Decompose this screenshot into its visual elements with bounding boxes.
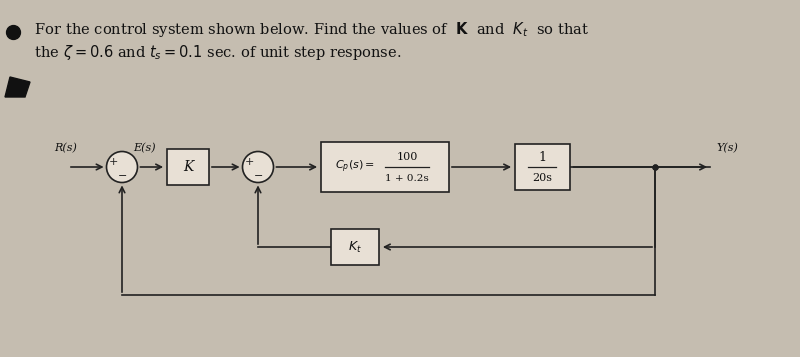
Circle shape — [106, 151, 138, 182]
Text: R(s): R(s) — [54, 143, 78, 153]
Bar — [331, 229, 379, 265]
Text: −: − — [118, 171, 128, 181]
Text: $C_p(s)=$: $C_p(s)=$ — [335, 159, 375, 175]
Text: E(s): E(s) — [133, 143, 155, 153]
Text: For the control system shown below. Find the values of  $\mathbf{K}$  and  $K_t$: For the control system shown below. Find… — [30, 20, 589, 39]
Text: the $\zeta = 0.6$ and $t_s = 0.1$ sec. of unit step response.: the $\zeta = 0.6$ and $t_s = 0.1$ sec. o… — [30, 42, 402, 61]
Polygon shape — [5, 77, 30, 97]
Text: 1 + 0.2s: 1 + 0.2s — [385, 174, 429, 182]
Circle shape — [242, 151, 274, 182]
Text: 100: 100 — [396, 152, 418, 162]
Text: $K_t$: $K_t$ — [348, 240, 362, 255]
Text: Y(s): Y(s) — [716, 143, 738, 153]
Bar — [167, 149, 209, 185]
Text: K: K — [183, 160, 193, 174]
Text: +: + — [108, 157, 118, 167]
Text: −: − — [254, 171, 264, 181]
Text: 20s: 20s — [532, 173, 552, 183]
Bar — [321, 142, 449, 192]
Bar — [514, 144, 570, 190]
Text: +: + — [244, 157, 254, 167]
Text: 1: 1 — [538, 151, 546, 164]
